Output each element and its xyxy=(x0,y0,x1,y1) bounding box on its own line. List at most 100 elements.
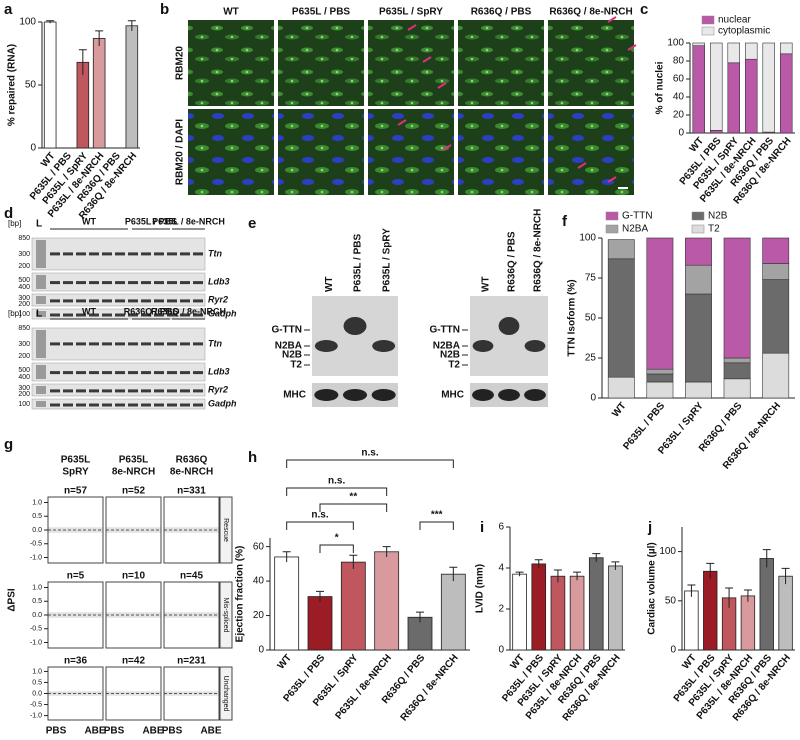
bar xyxy=(307,596,333,651)
band-label: N2BA xyxy=(275,341,302,352)
y-tick-label: 100 xyxy=(19,17,36,28)
gel-band xyxy=(63,403,73,407)
legend-swatch xyxy=(605,211,619,221)
significance-label: *** xyxy=(431,510,443,521)
micrograph xyxy=(368,20,454,106)
bar-segment xyxy=(762,263,790,280)
error-bar xyxy=(534,559,543,568)
error-bar xyxy=(78,49,87,75)
gel-band xyxy=(141,313,151,317)
x-tick-label: PBS xyxy=(104,726,125,737)
gel-band xyxy=(63,299,73,303)
micrograph xyxy=(188,20,274,106)
size-label: 100 xyxy=(18,401,30,408)
column-title: 8e-NRCH xyxy=(112,467,155,478)
gel-band xyxy=(63,342,73,346)
significance-bracket xyxy=(286,487,388,496)
bar-segment xyxy=(646,373,674,383)
gel-band xyxy=(193,299,203,303)
y-tick-label: 20 xyxy=(673,110,685,121)
micrograph xyxy=(278,109,364,195)
gel-band xyxy=(193,252,203,256)
y-tick-label: 0 xyxy=(678,128,684,139)
gel-band xyxy=(115,371,125,375)
ladder-band xyxy=(36,386,46,394)
bar-segment xyxy=(727,42,740,64)
n-label: n=10 xyxy=(122,571,146,582)
x-tick-label: ABE xyxy=(142,726,163,737)
gel-band xyxy=(128,281,138,285)
gel-band xyxy=(180,342,190,346)
bar-segment xyxy=(709,42,723,131)
gel-band xyxy=(89,252,99,256)
bar xyxy=(588,557,604,651)
y-tick-label: 20 xyxy=(253,610,265,621)
bar xyxy=(684,590,699,651)
band-label: N2BA xyxy=(433,341,460,352)
bar-segment xyxy=(685,264,712,295)
micrograph xyxy=(368,109,454,195)
gene-label: Gadph xyxy=(208,308,237,318)
y-axis-label: LVID (mm) xyxy=(475,564,486,613)
y-tick-label: 0 xyxy=(258,645,264,656)
strip xyxy=(219,581,233,649)
gene-label: Ldb3 xyxy=(208,366,230,376)
y-tick-label: -0.5 xyxy=(30,701,42,708)
gel-band xyxy=(167,371,177,375)
y-tick-label: 100 xyxy=(667,38,684,49)
micrograph xyxy=(188,109,274,195)
gel-band xyxy=(102,403,112,407)
significance-bracket xyxy=(319,503,388,512)
gel-band xyxy=(128,342,138,346)
blot-band xyxy=(472,389,494,401)
y-tick-label: 40 xyxy=(673,92,685,103)
panel-letter: f xyxy=(562,213,568,230)
gel-band xyxy=(50,281,60,285)
band-label: MHC xyxy=(283,390,306,401)
gene-label: Ttn xyxy=(208,248,222,258)
bar-segment xyxy=(692,42,705,47)
gel-band xyxy=(102,342,112,346)
panel-letter: d xyxy=(4,205,13,222)
facet-frame xyxy=(163,666,220,721)
gel-band xyxy=(154,281,164,285)
gel-band xyxy=(141,371,151,375)
y-tick-label: 0.0 xyxy=(32,527,42,534)
gel-band xyxy=(76,252,86,256)
group-label: WT xyxy=(82,216,96,226)
gel-band xyxy=(193,281,203,285)
gel-band xyxy=(76,313,86,317)
column-title: R636Q xyxy=(176,455,208,466)
band-label: MHC xyxy=(441,390,464,401)
y-tick-label: 6 xyxy=(498,522,504,533)
blot-band xyxy=(472,340,494,352)
y-tick-label: 0 xyxy=(498,645,504,656)
bar xyxy=(759,558,774,651)
significance-bracket xyxy=(286,459,454,468)
gel-band xyxy=(193,313,203,317)
error-bar xyxy=(553,569,562,583)
significance-label: n.s. xyxy=(361,448,378,459)
row-label: Unchanged xyxy=(222,676,229,712)
bar-segment xyxy=(723,357,751,364)
gel-band xyxy=(63,371,73,375)
error-bar xyxy=(706,562,715,580)
row-label: Mis-spliced xyxy=(222,597,229,632)
panel-letter: c xyxy=(640,1,648,18)
y-tick-label: 2 xyxy=(498,604,504,615)
gel-band xyxy=(154,313,164,317)
n-label: n=45 xyxy=(180,571,204,582)
gel-band xyxy=(154,252,164,256)
strip xyxy=(219,666,233,721)
gene-label: Ttn xyxy=(208,338,222,348)
gel-band xyxy=(167,299,177,303)
error-bar xyxy=(611,561,620,571)
bar-segment xyxy=(762,352,790,399)
gel-band xyxy=(141,342,151,346)
gel-band xyxy=(102,313,112,317)
error-bar xyxy=(781,567,790,585)
bar xyxy=(76,61,90,149)
bar-segment xyxy=(607,258,635,378)
y-tick-label: 0 xyxy=(670,645,676,656)
legend-swatch xyxy=(701,15,715,25)
